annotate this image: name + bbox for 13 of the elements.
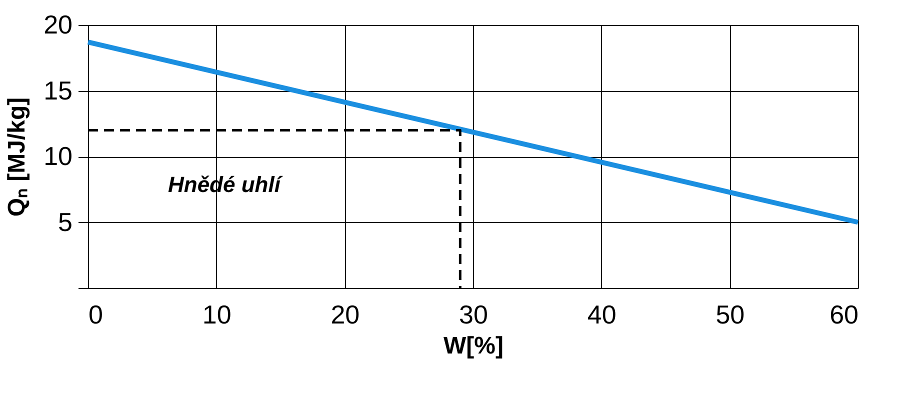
x-tick-label: 0 [88,300,103,330]
x-tick-label: 30 [459,300,488,330]
x-tick-label: 40 [587,300,616,330]
y-axis-title: Qₙ [MJ/kg] [4,97,31,217]
y-tick-label: 10 [44,141,72,171]
x-tick-label: 50 [716,300,745,330]
x-tick-label: 10 [202,300,232,330]
y-tick-label: 15 [44,75,72,106]
y-tick-label: 5 [58,206,72,237]
x-tick-label: 20 [330,300,360,330]
y-tick-label: 20 [44,10,72,40]
x-axis-title: W[%] [444,332,504,360]
x-tick-label: 60 [830,300,858,330]
